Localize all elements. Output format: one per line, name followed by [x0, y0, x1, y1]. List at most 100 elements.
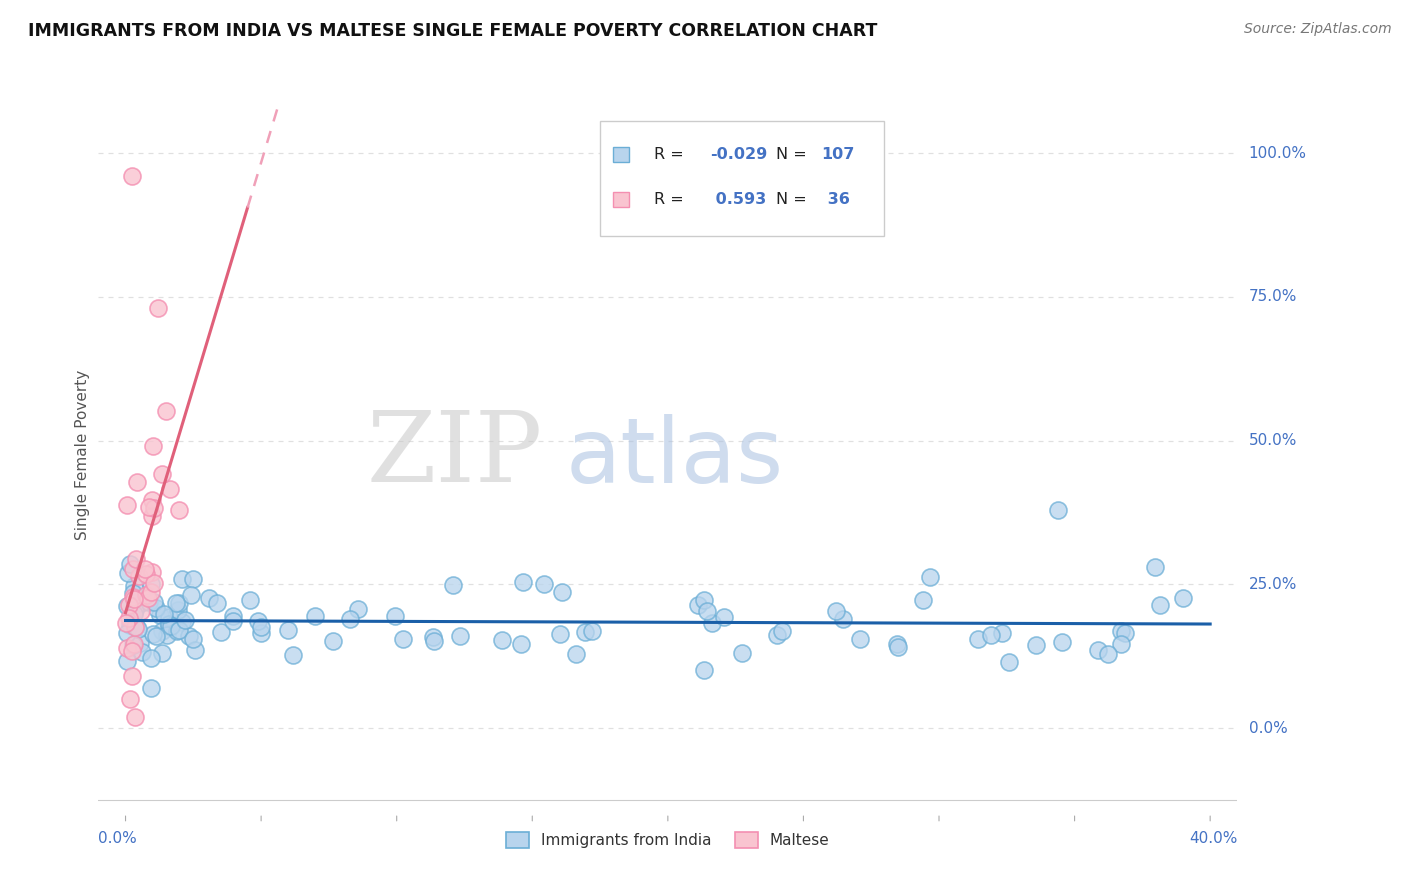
- Point: [1047, 502, 1070, 516]
- Point: [167, 623, 190, 637]
- Point: [157, 616, 180, 631]
- Point: [115, 615, 138, 630]
- Point: [155, 403, 177, 417]
- Text: atlas: atlas: [565, 415, 783, 502]
- Point: [696, 604, 718, 618]
- Point: [122, 562, 145, 576]
- Point: [159, 482, 181, 496]
- Point: [713, 610, 735, 624]
- Point: [512, 574, 534, 589]
- Point: [124, 619, 146, 633]
- Point: [121, 591, 143, 605]
- Legend: Immigrants from India, Maltese: Immigrants from India, Maltese: [501, 826, 835, 855]
- Point: [141, 585, 163, 599]
- Point: [1173, 591, 1195, 605]
- Point: [120, 618, 142, 632]
- Point: [122, 586, 145, 600]
- Point: [121, 169, 143, 183]
- Point: [141, 681, 163, 695]
- Point: [136, 591, 159, 605]
- Text: 50.0%: 50.0%: [1249, 433, 1298, 448]
- Text: IMMIGRANTS FROM INDIA VS MALTESE SINGLE FEMALE POVERTY CORRELATION CHART: IMMIGRANTS FROM INDIA VS MALTESE SINGLE …: [28, 22, 877, 40]
- Point: [533, 577, 555, 591]
- Point: [509, 637, 531, 651]
- Point: [142, 575, 165, 590]
- Point: [122, 638, 145, 652]
- Point: [887, 640, 910, 654]
- Point: [138, 500, 160, 515]
- Text: 0.0%: 0.0%: [98, 830, 138, 846]
- Text: 107: 107: [821, 147, 855, 161]
- Point: [491, 632, 513, 647]
- Point: [239, 593, 262, 607]
- Point: [122, 579, 145, 593]
- Point: [135, 587, 157, 601]
- Text: ZIP: ZIP: [367, 407, 543, 503]
- Point: [209, 625, 232, 640]
- Point: [886, 637, 908, 651]
- Point: [179, 629, 201, 643]
- Point: [346, 601, 368, 615]
- Point: [181, 572, 204, 586]
- Text: 0.593: 0.593: [710, 192, 766, 207]
- Point: [198, 591, 221, 605]
- Point: [128, 568, 150, 582]
- Point: [142, 439, 165, 453]
- Point: [246, 614, 269, 628]
- Text: 0.0%: 0.0%: [1249, 721, 1288, 736]
- Text: Source: ZipAtlas.com: Source: ZipAtlas.com: [1244, 22, 1392, 37]
- Point: [141, 577, 163, 591]
- Point: [120, 692, 142, 706]
- Point: [118, 598, 141, 612]
- Point: [423, 634, 446, 648]
- Point: [1109, 636, 1132, 650]
- Point: [139, 651, 162, 665]
- Point: [766, 628, 789, 642]
- Point: [124, 620, 146, 634]
- Point: [441, 578, 464, 592]
- Point: [141, 509, 163, 524]
- Point: [180, 588, 202, 602]
- Point: [138, 595, 160, 609]
- Point: [146, 301, 169, 316]
- Point: [207, 595, 229, 609]
- Point: [145, 629, 167, 643]
- Point: [141, 493, 163, 508]
- Point: [115, 654, 138, 668]
- Point: [912, 592, 935, 607]
- Point: [143, 501, 166, 516]
- Point: [920, 570, 942, 584]
- Text: R =: R =: [654, 147, 689, 161]
- Text: -0.029: -0.029: [710, 147, 768, 161]
- Point: [564, 647, 586, 661]
- Point: [770, 624, 793, 638]
- Point: [392, 632, 415, 646]
- Point: [574, 624, 596, 639]
- Point: [157, 618, 180, 632]
- Point: [702, 615, 724, 630]
- Point: [115, 625, 138, 640]
- Point: [124, 591, 146, 606]
- Point: [122, 637, 145, 651]
- Point: [115, 498, 138, 512]
- Point: [118, 611, 141, 625]
- Point: [160, 618, 183, 632]
- Text: 36: 36: [821, 192, 849, 207]
- Point: [832, 612, 855, 626]
- Point: [167, 503, 190, 517]
- Point: [181, 632, 204, 647]
- Text: N =: N =: [776, 147, 811, 161]
- Text: 40.0%: 40.0%: [1189, 830, 1237, 846]
- Y-axis label: Single Female Poverty: Single Female Poverty: [75, 370, 90, 540]
- Point: [142, 627, 165, 641]
- Point: [692, 593, 714, 607]
- Point: [222, 608, 245, 623]
- Point: [165, 596, 187, 610]
- Point: [825, 604, 848, 618]
- Text: R =: R =: [654, 192, 689, 207]
- Point: [142, 595, 165, 609]
- Point: [1109, 624, 1132, 638]
- Point: [121, 643, 143, 657]
- Point: [150, 624, 173, 638]
- Point: [731, 646, 754, 660]
